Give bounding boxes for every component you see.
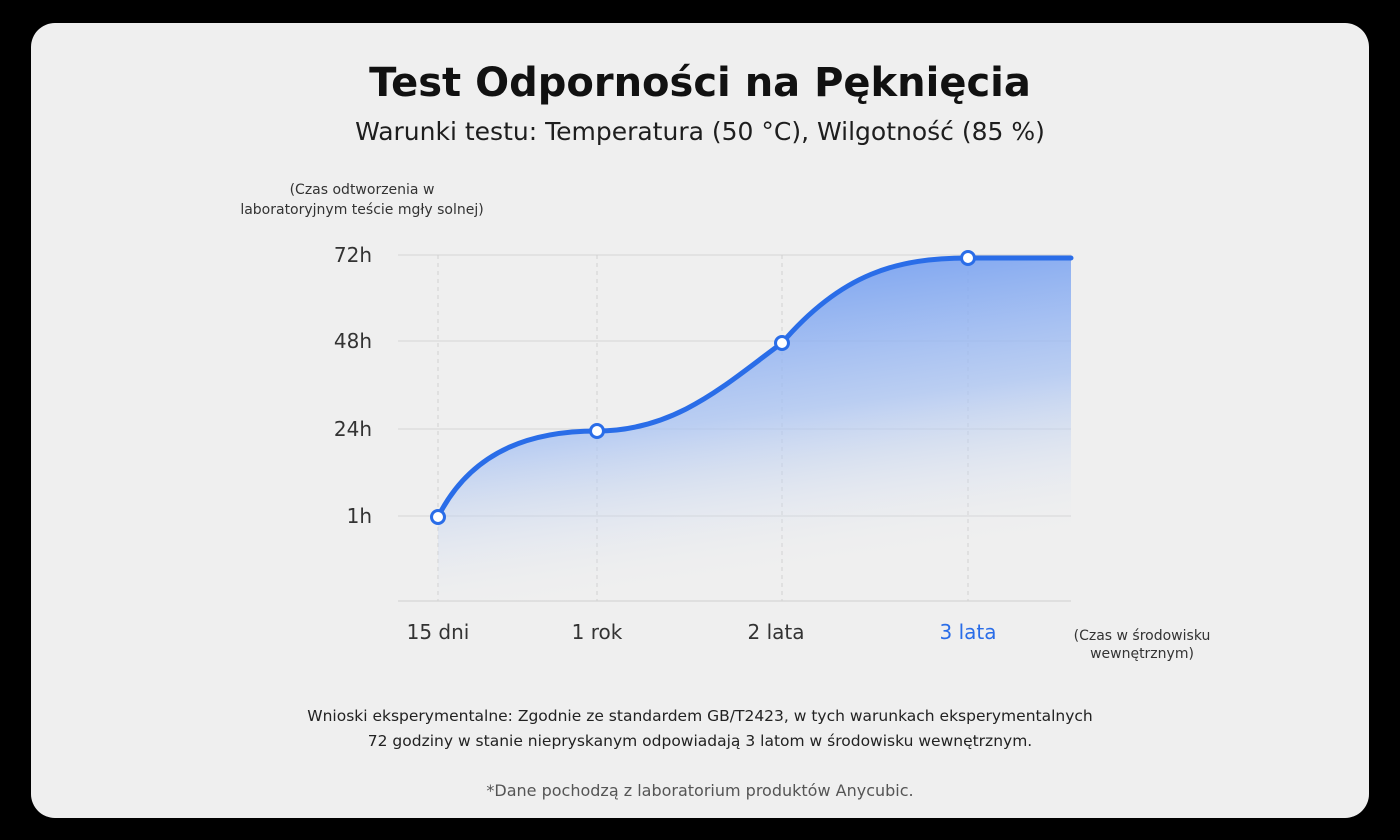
x-axis-label: (Czas w środowisku wewnętrznym) xyxy=(1040,627,1244,663)
x-tick-label: 2 lata xyxy=(748,620,805,644)
x-axis-label-line2: wewnętrznym) xyxy=(1090,646,1194,662)
x-tick-label: 15 dni xyxy=(407,620,470,644)
series-line xyxy=(435,255,1074,520)
chart-title: Test Odporności na Pęknięcia xyxy=(369,60,1031,106)
x-axis-label-line1: (Czas w środowisku xyxy=(1073,628,1211,644)
y-tick-label: 72h xyxy=(334,243,372,267)
y-axis-label: (Czas odtworzenia w laboratoryjnym teści… xyxy=(212,180,512,220)
y-axis-label-line2: laboratoryjnym teście mgły solnej) xyxy=(240,202,484,218)
y-tick-label: 1h xyxy=(347,504,372,528)
y-tick-label: 48h xyxy=(334,329,372,353)
data-point-3 xyxy=(774,335,790,351)
x-tick-label: 1 rok xyxy=(572,620,623,644)
conclusion-text: Wnioski eksperymentalne: Zgodnie ze stan… xyxy=(150,704,1250,754)
x-tick-labels: 15 dni 1 rok 2 lata 3 lata xyxy=(407,620,997,644)
data-point-2 xyxy=(589,423,605,439)
data-point-4 xyxy=(960,250,976,266)
y-axis-label-line1: (Czas odtworzenia w xyxy=(289,182,435,198)
conclusion-line1: Wnioski eksperymentalne: Zgodnie ze stan… xyxy=(307,707,1093,725)
data-point-1 xyxy=(430,509,446,525)
y-tick-label: 24h xyxy=(334,417,372,441)
data-points xyxy=(430,250,976,525)
source-note: *Dane pochodzą z laboratorium produktów … xyxy=(486,781,914,800)
area-fill xyxy=(438,258,1071,601)
x-tick-label-highlighted: 3 lata xyxy=(940,620,997,644)
chart-subtitle: Warunki testu: Temperatura (50 °C), Wilg… xyxy=(355,117,1045,146)
conclusion-line2: 72 godziny w stanie niepryskanym odpowia… xyxy=(367,732,1033,750)
y-tick-labels: 1h 24h 48h 72h xyxy=(334,243,372,528)
